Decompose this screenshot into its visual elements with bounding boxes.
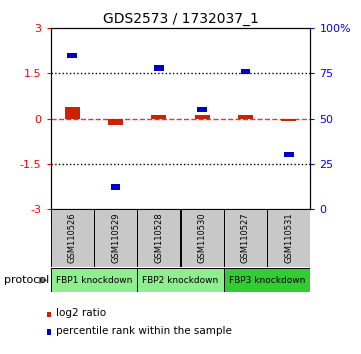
Bar: [281, 119, 296, 121]
Bar: [151, 115, 166, 119]
Bar: [111, 184, 120, 190]
FancyBboxPatch shape: [224, 210, 267, 267]
Text: FBP2 knockdown: FBP2 knockdown: [142, 275, 219, 285]
FancyBboxPatch shape: [224, 268, 310, 292]
Text: GSM110529: GSM110529: [111, 213, 120, 263]
Text: FBP1 knockdown: FBP1 knockdown: [56, 275, 132, 285]
Bar: [65, 107, 80, 119]
FancyBboxPatch shape: [138, 268, 223, 292]
FancyBboxPatch shape: [94, 210, 137, 267]
Bar: [47, 312, 51, 317]
Bar: [108, 119, 123, 125]
Bar: [284, 152, 293, 158]
Bar: [241, 69, 250, 74]
Text: GSM110527: GSM110527: [241, 213, 250, 263]
Text: GSM110531: GSM110531: [284, 213, 293, 263]
Text: protocol: protocol: [4, 275, 49, 285]
FancyBboxPatch shape: [181, 210, 223, 267]
Text: GDS2573 / 1732037_1: GDS2573 / 1732037_1: [103, 12, 258, 27]
Bar: [197, 107, 207, 112]
Bar: [68, 53, 77, 58]
Text: GSM110526: GSM110526: [68, 213, 77, 263]
Text: GSM110530: GSM110530: [198, 213, 206, 263]
Text: GSM110528: GSM110528: [155, 213, 163, 263]
Text: log2 ratio: log2 ratio: [56, 308, 106, 318]
Text: FBP3 knockdown: FBP3 knockdown: [229, 275, 305, 285]
Bar: [47, 330, 51, 335]
FancyBboxPatch shape: [138, 210, 180, 267]
FancyBboxPatch shape: [51, 210, 93, 267]
FancyBboxPatch shape: [51, 268, 137, 292]
FancyBboxPatch shape: [268, 210, 310, 267]
Bar: [238, 115, 253, 119]
Bar: [154, 65, 164, 71]
Text: percentile rank within the sample: percentile rank within the sample: [56, 326, 232, 336]
Bar: [195, 115, 210, 119]
